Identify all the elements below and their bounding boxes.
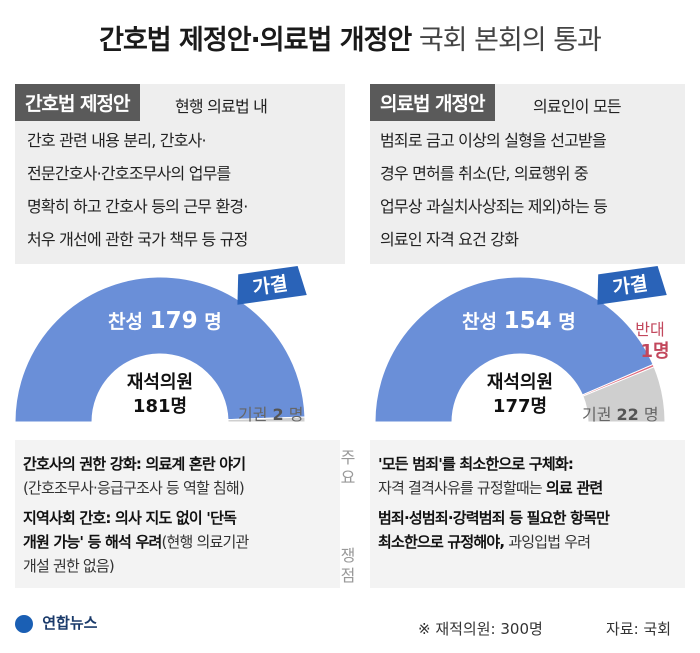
medical-law-desc-line-3: 경우 면허를 취소(단, 의료행위 중: [380, 164, 589, 183]
medical-law-no-value: 1명: [640, 341, 669, 362]
nursing-law-issue-text: 개설 권한 없음): [23, 557, 115, 575]
nursing-law-slice-1: [227, 416, 306, 423]
medical-law-vote-chart: [374, 276, 666, 423]
nursing-law-issue-bold: 간호사의 권한 강화: 의료계 혼란 야기: [23, 455, 246, 473]
nursing-law-desc-line-5: 처우 개선에 관한 국가 책무 등 규정: [27, 230, 248, 249]
title-light: 국회 본회의 통과: [418, 25, 602, 56]
yonhap-logo: 연합뉴스: [15, 612, 97, 633]
vote-charts: 가결 가결 찬성 179 명 재석의원 181명 기권 2 명 찬성 154 명…: [14, 265, 670, 424]
medical-law-yes-value: 154: [504, 308, 552, 334]
medical-law-issue-line: 자격 결격사유를 규정할때는 의료 관련: [378, 476, 609, 500]
nursing-law-issue-line: 간호사의 권한 강화: 의료계 혼란 야기: [23, 452, 249, 476]
key-issues-char: 요: [340, 468, 356, 487]
nursing-law-desc-line-3: 전문간호사·간호조무사의 업무를: [27, 164, 231, 183]
medical-law-desc-rest: 범죄로 금고 이상의 실형을 선고받을 경우 면허를 취소(단, 의료행위 중 …: [380, 124, 608, 256]
medical-law-yes-unit: 명: [558, 311, 575, 333]
footer-note: ※ 재적의원: 300명: [418, 620, 543, 638]
nursing-law-yes-label: 찬성 179 명: [108, 308, 222, 334]
medical-law-abstain-label: 기권 22 명: [582, 405, 659, 424]
nursing-law-abstain-value: 2: [273, 405, 284, 424]
nursing-law-yes-unit: 명: [204, 311, 221, 333]
nursing-law-issues-list: 간호사의 권한 강화: 의료계 혼란 야기 (간호조무사·응급구조사 등 역할 침…: [23, 452, 249, 578]
key-issues-char: 점: [340, 566, 356, 585]
medical-law-issue-bold: '모든 범죄'를 최소한으로 구체화:: [378, 455, 574, 473]
medical-law-issue-line: 최소한으로 규정해야, 과잉입법 우려: [378, 530, 609, 554]
title-bold: 간호법 제정안·의료법 개정안: [99, 25, 412, 56]
nursing-law-desc-line-1: 현행 의료법 내: [175, 97, 268, 116]
medical-law-yes-word: 찬성: [462, 311, 497, 333]
medical-law-abstain-value: 22: [617, 405, 639, 424]
nursing-law-desc-line-2: 간호 관련 내용 분리, 간호사·: [27, 131, 207, 150]
nursing-law-present-label: 재석의원: [127, 372, 193, 393]
medical-law-present-value: 177명: [493, 396, 547, 417]
nursing-law-result-badge: 가결: [237, 265, 307, 305]
footer-source: 자료: 국회: [606, 620, 672, 638]
nursing-law-issues: 간호사의 권한 강화: 의료계 혼란 야기 (간호조무사·응급구조사 등 역할 침…: [15, 440, 340, 588]
medical-law-abstain-word: 기권: [582, 405, 611, 424]
medical-law-desc-line-5: 의료인 자격 요건 강화: [380, 230, 519, 249]
nursing-law-issue-line: 지역사회 간호: 의사 지도 없이 '단독: [23, 506, 249, 530]
nursing-law-slice-0: [14, 276, 306, 423]
nursing-law-issue-line: (간호조무사·응급구조사 등 역할 침해): [23, 476, 249, 500]
medical-law-abstain-unit: 명: [644, 405, 659, 424]
nursing-law-panel: 간호법 제정안 현행 의료법 내 간호 관련 내용 분리, 간호사· 전문간호사…: [15, 84, 345, 264]
medical-law-tag: 의료법 개정안: [370, 84, 495, 121]
medical-law-slice-2: [582, 366, 666, 423]
nursing-law-yes-value: 179: [150, 308, 198, 334]
nursing-law-issue-line: 개설 권한 없음): [23, 554, 249, 578]
nursing-law-issue-text: (간호조무사·응급구조사 등 역할 침해): [23, 479, 245, 497]
yonhap-logo-icon: [15, 614, 33, 633]
key-issues-label: 주 요 쟁 점: [328, 448, 368, 586]
nursing-law-tag: 간호법 제정안: [15, 84, 140, 121]
nursing-law-abstain-label: 기권 2 명: [238, 405, 304, 424]
nursing-law-abstain-word: 기권: [238, 405, 267, 424]
nursing-law-result-text: 가결: [251, 273, 289, 300]
nursing-law-present-value: 181명: [133, 396, 187, 417]
nursing-law-vote-chart: [14, 276, 306, 423]
nursing-law-issue-bold: 개원 가능' 등 해석 우려: [23, 533, 162, 551]
medical-law-no-label: 반대: [635, 320, 664, 339]
medical-law-issue-line: '모든 범죄'를 최소한으로 구체화:: [378, 452, 609, 476]
page-title: 간호법 제정안·의료법 개정안 국회 본회의 통과: [0, 18, 700, 57]
medical-law-desc-line-2: 범죄로 금고 이상의 실형을 선고받을: [380, 131, 607, 150]
medical-law-desc-line-4: 업무상 과실치사상죄는 제외)하는 등: [380, 197, 608, 216]
medical-law-present-label: 재석의원: [487, 372, 553, 393]
nursing-law-issue-bold: 지역사회 간호: 의사 지도 없이 '단독: [23, 509, 237, 527]
key-issues-char: 쟁: [340, 546, 356, 565]
medical-law-issue-text: 과잉입법 우려: [504, 533, 591, 551]
medical-law-desc-line-1: 의료인이 모든: [533, 97, 622, 116]
medical-law-panel: 의료법 개정안 의료인이 모든 범죄로 금고 이상의 실형을 선고받을 경우 면…: [370, 84, 685, 264]
nursing-law-desc-line-4: 명확히 하고 간호사 등의 근무 환경·: [27, 197, 248, 216]
medical-law-result-badge: 가결: [597, 265, 667, 305]
medical-law-issue-bold: 의료 관련: [545, 479, 603, 497]
medical-law-issue-bold: 범죄·성범죄·강력범죄 등 필요한 항목만: [378, 509, 610, 527]
medical-law-issue-bold: 최소한으로 규정해야,: [378, 533, 505, 551]
key-issues-char: 주: [340, 448, 356, 467]
nursing-law-issue-text: (현행 의료기관: [161, 533, 249, 551]
medical-law-yes-label: 찬성 154 명: [462, 308, 576, 334]
nursing-law-desc-rest: 간호 관련 내용 분리, 간호사· 전문간호사·간호조무사의 업무를 명확히 하…: [27, 124, 248, 256]
nursing-law-issue-line: 개원 가능' 등 해석 우려(현행 의료기관: [23, 530, 249, 554]
nursing-law-yes-word: 찬성: [108, 311, 143, 333]
yonhap-logo-text: 연합뉴스: [42, 614, 98, 632]
medical-law-issue-text: 자격 결격사유를 규정할때는: [378, 479, 546, 497]
medical-law-result-text: 가결: [611, 273, 649, 300]
nursing-law-abstain-unit: 명: [289, 405, 304, 424]
medical-law-slice-0: [374, 276, 654, 423]
medical-law-issue-line: 범죄·성범죄·강력범죄 등 필요한 항목만: [378, 506, 610, 530]
